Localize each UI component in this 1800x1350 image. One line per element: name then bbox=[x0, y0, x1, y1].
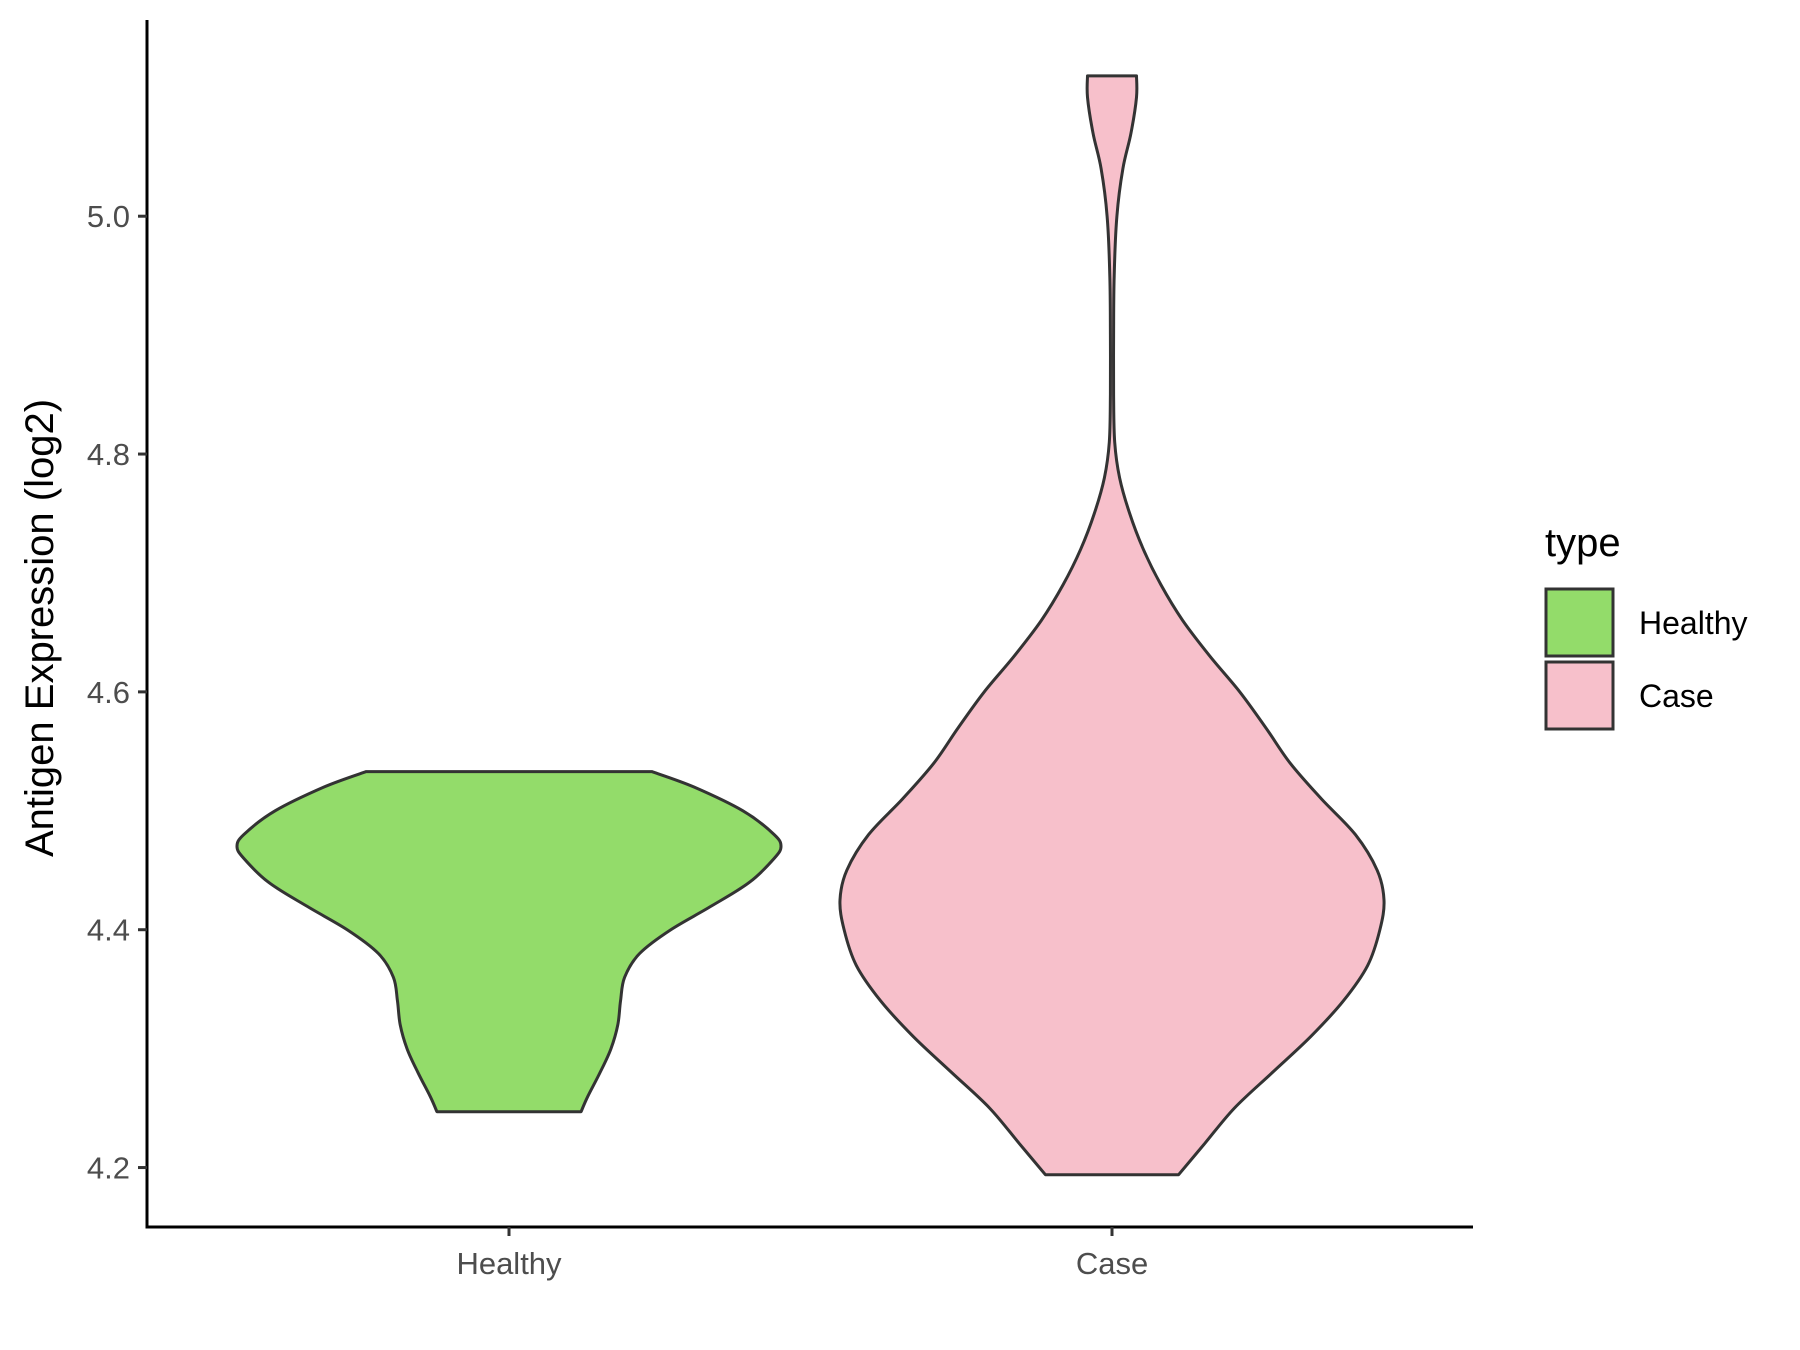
y-tick-label: 5.0 bbox=[87, 199, 130, 234]
violin-healthy bbox=[235, 770, 783, 1114]
legend-key-healthy bbox=[1544, 587, 1615, 658]
legend: type Healthy Case bbox=[1544, 521, 1748, 731]
plot-area bbox=[235, 74, 1386, 1177]
x-tick-label: Case bbox=[1076, 1246, 1148, 1281]
y-axis-title: Antigen Expression (log2) bbox=[18, 399, 62, 857]
axes: 4.2 4.4 4.6 4.8 5.0 Healthy Case bbox=[87, 20, 1473, 1281]
legend-label: Case bbox=[1639, 678, 1714, 714]
x-tick-label: Healthy bbox=[456, 1246, 562, 1281]
legend-label: Healthy bbox=[1639, 605, 1748, 641]
y-tick-label: 4.8 bbox=[87, 437, 130, 472]
legend-title: type bbox=[1545, 521, 1621, 565]
y-tick-label: 4.6 bbox=[87, 675, 130, 710]
y-tick-label: 4.4 bbox=[87, 913, 130, 948]
violin-case bbox=[838, 74, 1386, 1177]
y-tick-label: 4.2 bbox=[87, 1151, 130, 1186]
legend-key-case bbox=[1544, 660, 1615, 731]
